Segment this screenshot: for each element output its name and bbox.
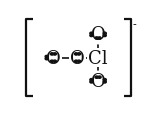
Circle shape — [45, 56, 48, 58]
Text: O: O — [91, 26, 105, 44]
Text: O: O — [46, 49, 61, 67]
Circle shape — [50, 53, 54, 56]
Circle shape — [90, 35, 93, 37]
Circle shape — [98, 37, 101, 40]
Circle shape — [95, 76, 98, 79]
Circle shape — [90, 81, 93, 83]
Circle shape — [50, 60, 54, 63]
Circle shape — [95, 37, 98, 40]
Circle shape — [77, 60, 80, 63]
Text: O: O — [70, 49, 85, 67]
Circle shape — [98, 76, 101, 79]
Circle shape — [90, 79, 93, 81]
Circle shape — [103, 35, 106, 37]
Circle shape — [103, 81, 106, 83]
Circle shape — [103, 79, 106, 81]
Circle shape — [75, 53, 78, 56]
Circle shape — [53, 53, 56, 56]
Circle shape — [75, 60, 78, 63]
Text: O: O — [91, 72, 105, 90]
Circle shape — [90, 33, 93, 35]
Circle shape — [103, 33, 106, 35]
Text: -: - — [133, 20, 136, 30]
Circle shape — [45, 58, 48, 60]
Text: Cl: Cl — [88, 49, 108, 67]
Circle shape — [53, 60, 56, 63]
Circle shape — [77, 53, 80, 56]
